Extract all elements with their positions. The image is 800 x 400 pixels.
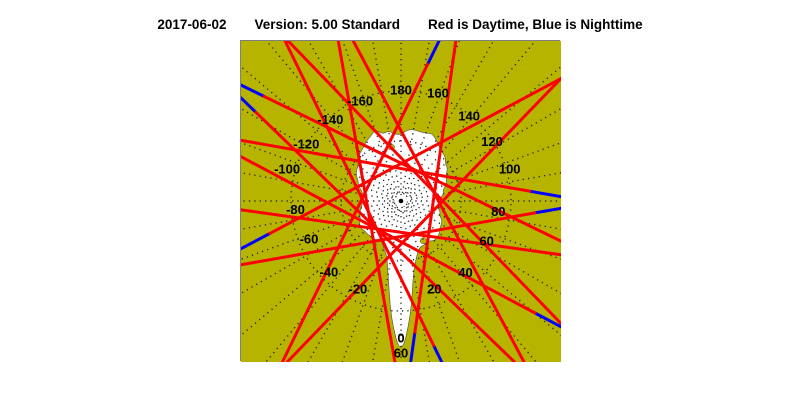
svg-text:-80: -80 xyxy=(286,202,305,217)
svg-text:180: 180 xyxy=(390,82,412,97)
svg-text:-140: -140 xyxy=(317,112,343,127)
svg-text:60: 60 xyxy=(479,233,493,248)
svg-text:-120: -120 xyxy=(293,136,319,151)
svg-text:160: 160 xyxy=(427,86,449,101)
svg-text:140: 140 xyxy=(458,109,480,124)
svg-text:0: 0 xyxy=(397,330,404,345)
svg-text:20: 20 xyxy=(427,281,441,296)
svg-text:60: 60 xyxy=(394,345,408,360)
svg-text:-60: -60 xyxy=(300,232,319,247)
svg-text:-20: -20 xyxy=(349,282,368,297)
svg-text:-160: -160 xyxy=(347,94,373,109)
svg-text:120: 120 xyxy=(481,134,503,149)
svg-text:-40: -40 xyxy=(320,265,339,280)
svg-text:100: 100 xyxy=(499,161,521,176)
svg-text:-100: -100 xyxy=(274,162,300,177)
svg-text:40: 40 xyxy=(458,265,472,280)
svg-text:80: 80 xyxy=(491,204,505,219)
